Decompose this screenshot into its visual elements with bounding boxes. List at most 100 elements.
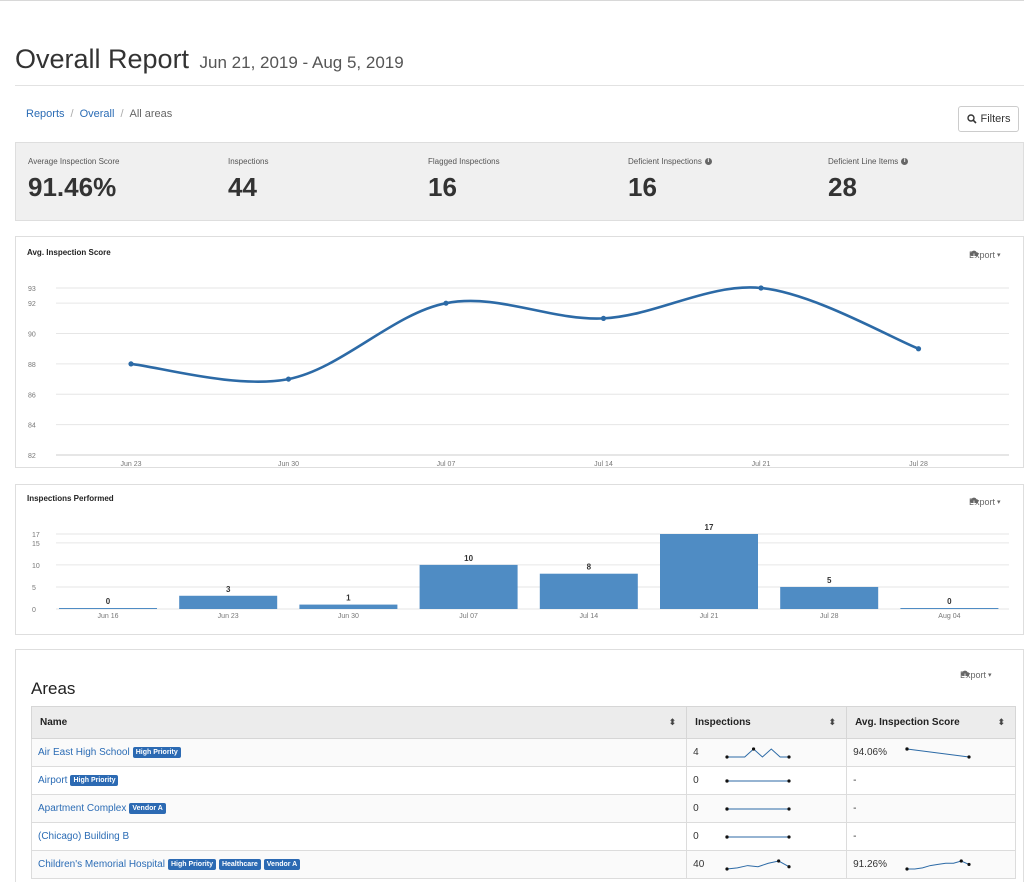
sort-icon[interactable]: ⬍ <box>828 717 837 727</box>
sparkline-dot <box>787 864 791 868</box>
cell-score: 94.06% <box>846 738 1016 767</box>
y-tick-label: 15 <box>32 541 40 548</box>
sparkline-dot <box>787 754 791 759</box>
stat-label: Deficient Inspections <box>628 157 702 166</box>
sparkline-dot <box>787 806 791 811</box>
areas-title: Areas <box>31 679 76 698</box>
area-tag: High Priority <box>167 859 216 870</box>
breadcrumb-current: All areas <box>129 108 173 120</box>
stat-value: 28 <box>828 172 857 202</box>
cell-score: - <box>846 794 1016 823</box>
cell-inspections: 0 <box>686 822 848 851</box>
y-tick-label: 82 <box>28 453 36 460</box>
stat-label: Deficient Line Items <box>828 157 899 166</box>
bar <box>780 586 879 609</box>
export-button[interactable]: Export ▾ <box>969 497 1001 507</box>
table-row[interactable]: Air East High School High Priority 4 94.06% <box>30 738 1016 767</box>
data-point <box>128 361 134 367</box>
sparkline-dot <box>787 834 791 839</box>
data-label: 1 <box>346 594 351 603</box>
cell-inspections: 0 <box>686 794 848 823</box>
sparkline-dot <box>752 746 756 751</box>
data-label: 10 <box>464 554 473 563</box>
top-border <box>0 0 1024 1</box>
x-tick-label: Jul 21 <box>752 461 771 467</box>
filters-button-label: Filters <box>980 113 1011 125</box>
x-tick-label: Aug 04 <box>938 613 960 620</box>
area-link[interactable]: Airport <box>38 775 68 786</box>
stat-flagged: Flagged Inspections 16 <box>428 157 500 203</box>
x-tick-label: Jul 21 <box>700 613 719 620</box>
sparkline <box>725 858 791 871</box>
data-label: 3 <box>226 585 231 594</box>
summary-stats: Average Inspection Score 91.46% Inspecti… <box>15 142 1024 221</box>
export-button[interactable]: Export ▾ <box>969 250 1001 260</box>
y-tick-label: 84 <box>28 423 36 430</box>
stat-value: 16 <box>428 172 457 202</box>
sparkline-dot <box>725 834 729 839</box>
stat-label: Flagged Inspections <box>428 157 500 166</box>
export-label: Export <box>960 670 987 680</box>
stat-deficient-line-items: Deficient Line Items i 28 <box>828 157 909 203</box>
areas-panel: Export ▾ Areas Name ⬍ Inspections ⬍ Avg. In… <box>15 649 1024 882</box>
area-link[interactable]: Children's Memorial Hospital <box>38 859 165 870</box>
sparkline-dot <box>777 858 781 863</box>
bar <box>900 608 999 609</box>
y-tick-label: 10 <box>32 563 40 570</box>
stat-inspections: Inspections 44 <box>228 157 268 203</box>
inspections-count: 0 <box>693 775 699 786</box>
data-label: 0 <box>947 597 952 606</box>
inspections-count: 4 <box>693 747 699 758</box>
area-tag: High Priority <box>70 775 119 786</box>
cell-score: - <box>846 822 1016 851</box>
info-icon[interactable]: i <box>704 158 712 165</box>
series-line <box>130 286 919 383</box>
y-tick-label: 5 <box>32 585 36 592</box>
sparkline-path <box>906 748 970 757</box>
avg-score-chart: 82 84 86 88 90 92 93 Jun 23 Jun 30 Jul 07 Jul 14 Ju… <box>28 285 1009 467</box>
sort-icon[interactable]: ⬍ <box>668 717 677 727</box>
cell-inspections: 4 <box>686 738 848 767</box>
chart-title: Avg. Inspection Score <box>27 248 111 257</box>
stat-value: 91.46% <box>28 172 117 202</box>
x-tick-label: Jul 28 <box>820 613 839 620</box>
sparkline-dot <box>905 866 909 871</box>
cell-name: (Chicago) Building B <box>30 822 688 851</box>
filters-button[interactable]: Filters <box>958 106 1019 132</box>
bar <box>419 564 518 609</box>
inspections-panel: Inspections Performed Export ▾ 0 5 10 15 17 0 J… <box>15 484 1024 635</box>
stat-deficient-inspections: Deficient Inspections i 16 <box>628 157 712 203</box>
table-row[interactable]: Apartment Complex Vendor A 0 - <box>30 794 1016 823</box>
bar <box>179 595 278 609</box>
sparkline-dot <box>725 866 729 871</box>
export-button[interactable]: Export ▾ <box>960 670 992 680</box>
area-link[interactable]: (Chicago) Building B <box>38 831 130 842</box>
area-link[interactable]: Apartment Complex <box>38 803 127 814</box>
x-tick-label: Jun 23 <box>218 613 239 620</box>
bar <box>539 573 638 609</box>
area-link[interactable]: Air East High School <box>38 747 130 758</box>
cloud-download-icon <box>970 250 979 258</box>
sparkline <box>725 778 791 783</box>
sparkline-dot <box>725 806 729 811</box>
info-icon[interactable]: i <box>901 158 909 165</box>
sparkline <box>725 746 791 759</box>
inspections-count: 0 <box>693 831 699 842</box>
export-label: Export <box>969 497 996 507</box>
column-header-inspections[interactable]: Inspections ⬍ <box>686 706 848 739</box>
sparkline <box>905 746 971 759</box>
column-header-name[interactable]: Name ⬍ <box>30 706 688 739</box>
breadcrumb-reports[interactable]: Reports <box>26 108 65 120</box>
table-row[interactable]: Airport High Priority 0 - <box>30 766 1016 795</box>
breadcrumb-overall[interactable]: Overall <box>79 108 115 120</box>
bar <box>660 534 758 609</box>
chart-title: Inspections Performed <box>27 494 114 503</box>
table-row[interactable]: (Chicago) Building B 0 - <box>30 822 1016 851</box>
score-value: - <box>853 803 857 814</box>
cell-score: - <box>846 766 1016 795</box>
sort-icon[interactable]: ⬍ <box>997 717 1005 727</box>
cell-inspections: 0 <box>686 766 848 795</box>
table-row[interactable]: Children's Memorial Hospital High Priorit… <box>30 850 1016 879</box>
column-header-score[interactable]: Avg. Inspection Score ⬍ <box>846 706 1016 739</box>
y-tick-label: 92 <box>28 301 36 308</box>
